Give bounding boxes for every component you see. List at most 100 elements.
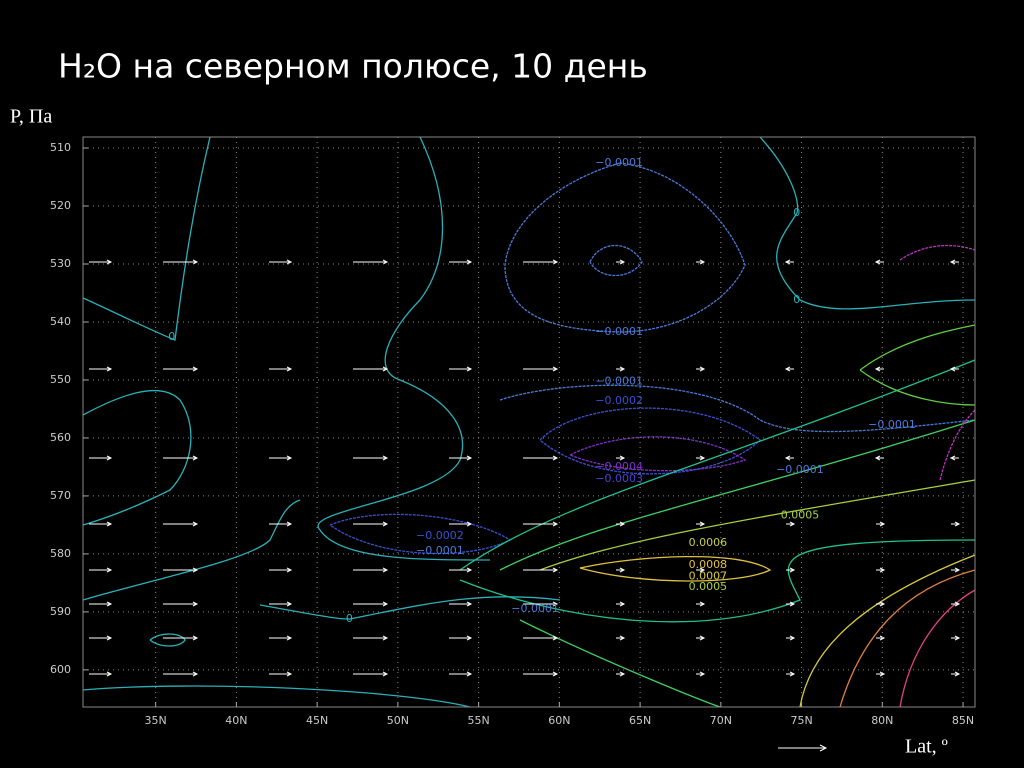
contour: [499, 419, 976, 571]
vector-head: [954, 635, 961, 641]
contour: [899, 589, 976, 708]
vector-head: [192, 635, 199, 641]
vector-head: [619, 366, 626, 372]
vector-head: [789, 521, 796, 527]
vector-head: [879, 567, 886, 573]
vector-head: [789, 601, 796, 607]
vector-head: [789, 567, 796, 573]
y-tick-label: 510: [50, 141, 71, 154]
vector-head: [699, 455, 706, 461]
contour-label: 0: [168, 330, 175, 343]
contour: [519, 619, 721, 708]
vector-head: [382, 601, 389, 607]
vector-head: [552, 635, 559, 641]
vector-head: [874, 455, 881, 461]
contour: [82, 499, 301, 601]
contour: [459, 359, 976, 571]
x-tick-label: 85N: [952, 714, 974, 727]
vector-head: [286, 521, 293, 527]
vector-head: [382, 521, 389, 527]
contour-label: 0.0007: [689, 570, 728, 583]
vector-head: [106, 366, 113, 372]
plot-frame: [82, 136, 976, 708]
vector-head: [699, 601, 706, 607]
vector-head: [699, 366, 706, 372]
vector-head: [286, 567, 293, 573]
vector-head: [552, 259, 559, 265]
vector-head: [382, 455, 389, 461]
vector-head: [106, 635, 113, 641]
contour-label: 0.0008: [689, 558, 728, 571]
vector-head: [619, 635, 626, 641]
vector-head: [954, 567, 961, 573]
contour: [539, 479, 976, 571]
vector-head: [286, 601, 293, 607]
vector-head: [106, 671, 113, 677]
vector-head: [106, 601, 113, 607]
vector-head: [382, 259, 389, 265]
contour: [82, 685, 471, 708]
vector-head: [954, 521, 961, 527]
vector-head: [619, 259, 626, 265]
vector-head: [466, 259, 473, 265]
vector-head: [286, 366, 293, 372]
vector-head: [286, 259, 293, 265]
contour-label: −0.0002: [416, 529, 464, 542]
vector-head: [382, 366, 389, 372]
contour: [459, 539, 976, 623]
contour-label: −0.0001: [595, 156, 643, 169]
contour-label: 0: [346, 612, 353, 625]
vector-head: [619, 671, 626, 677]
y-tick-label: 550: [50, 373, 71, 386]
x-tick-label: 70N: [710, 714, 732, 727]
reference-arrow-head: [819, 744, 828, 752]
vector-head: [106, 567, 113, 573]
x-tick-label: 35N: [145, 714, 167, 727]
contour: [539, 407, 761, 475]
vector-head: [879, 601, 886, 607]
vector-head: [466, 671, 473, 677]
vector-head: [954, 601, 961, 607]
contour-label: −0.0001: [511, 602, 559, 615]
vector-head: [552, 521, 559, 527]
vector-head: [466, 521, 473, 527]
x-tick-label: 65N: [629, 714, 651, 727]
y-tick-label: 520: [50, 199, 71, 212]
vector-head: [466, 567, 473, 573]
vector-head: [382, 671, 389, 677]
x-tick-label: 40N: [225, 714, 247, 727]
vector-head: [949, 259, 956, 265]
vector-head: [192, 567, 199, 573]
contour: [317, 136, 491, 561]
contour: [504, 162, 746, 333]
y-tick-label: 540: [50, 315, 71, 328]
contour-label: −0.0001: [595, 325, 643, 338]
contour-label: −0.0001: [416, 544, 464, 557]
vector-head: [699, 567, 706, 573]
x-tick-label: 45N: [306, 714, 328, 727]
vector-head: [619, 455, 626, 461]
vector-head: [874, 259, 881, 265]
vector-head: [192, 671, 199, 677]
vector-head: [879, 635, 886, 641]
vector-head: [784, 259, 791, 265]
vector-head: [552, 567, 559, 573]
vector-head: [789, 671, 796, 677]
contour: [589, 245, 643, 276]
x-tick-label: 80N: [871, 714, 893, 727]
slide-title: H₂O на северном полюсе, 10 день: [58, 47, 648, 86]
vector-head: [879, 521, 886, 527]
y-tick-label: 560: [50, 431, 71, 444]
y-axis-label: P, Па: [10, 106, 52, 128]
vector-head: [874, 366, 881, 372]
vector-head: [699, 259, 706, 265]
vector-head: [954, 671, 961, 677]
vector-head: [949, 366, 956, 372]
contour-lines: [82, 136, 976, 708]
vector-head: [619, 521, 626, 527]
vector-head: [784, 455, 791, 461]
x-tick-label: 60N: [548, 714, 570, 727]
y-tick-label: 600: [50, 663, 71, 676]
vector-head: [789, 635, 796, 641]
